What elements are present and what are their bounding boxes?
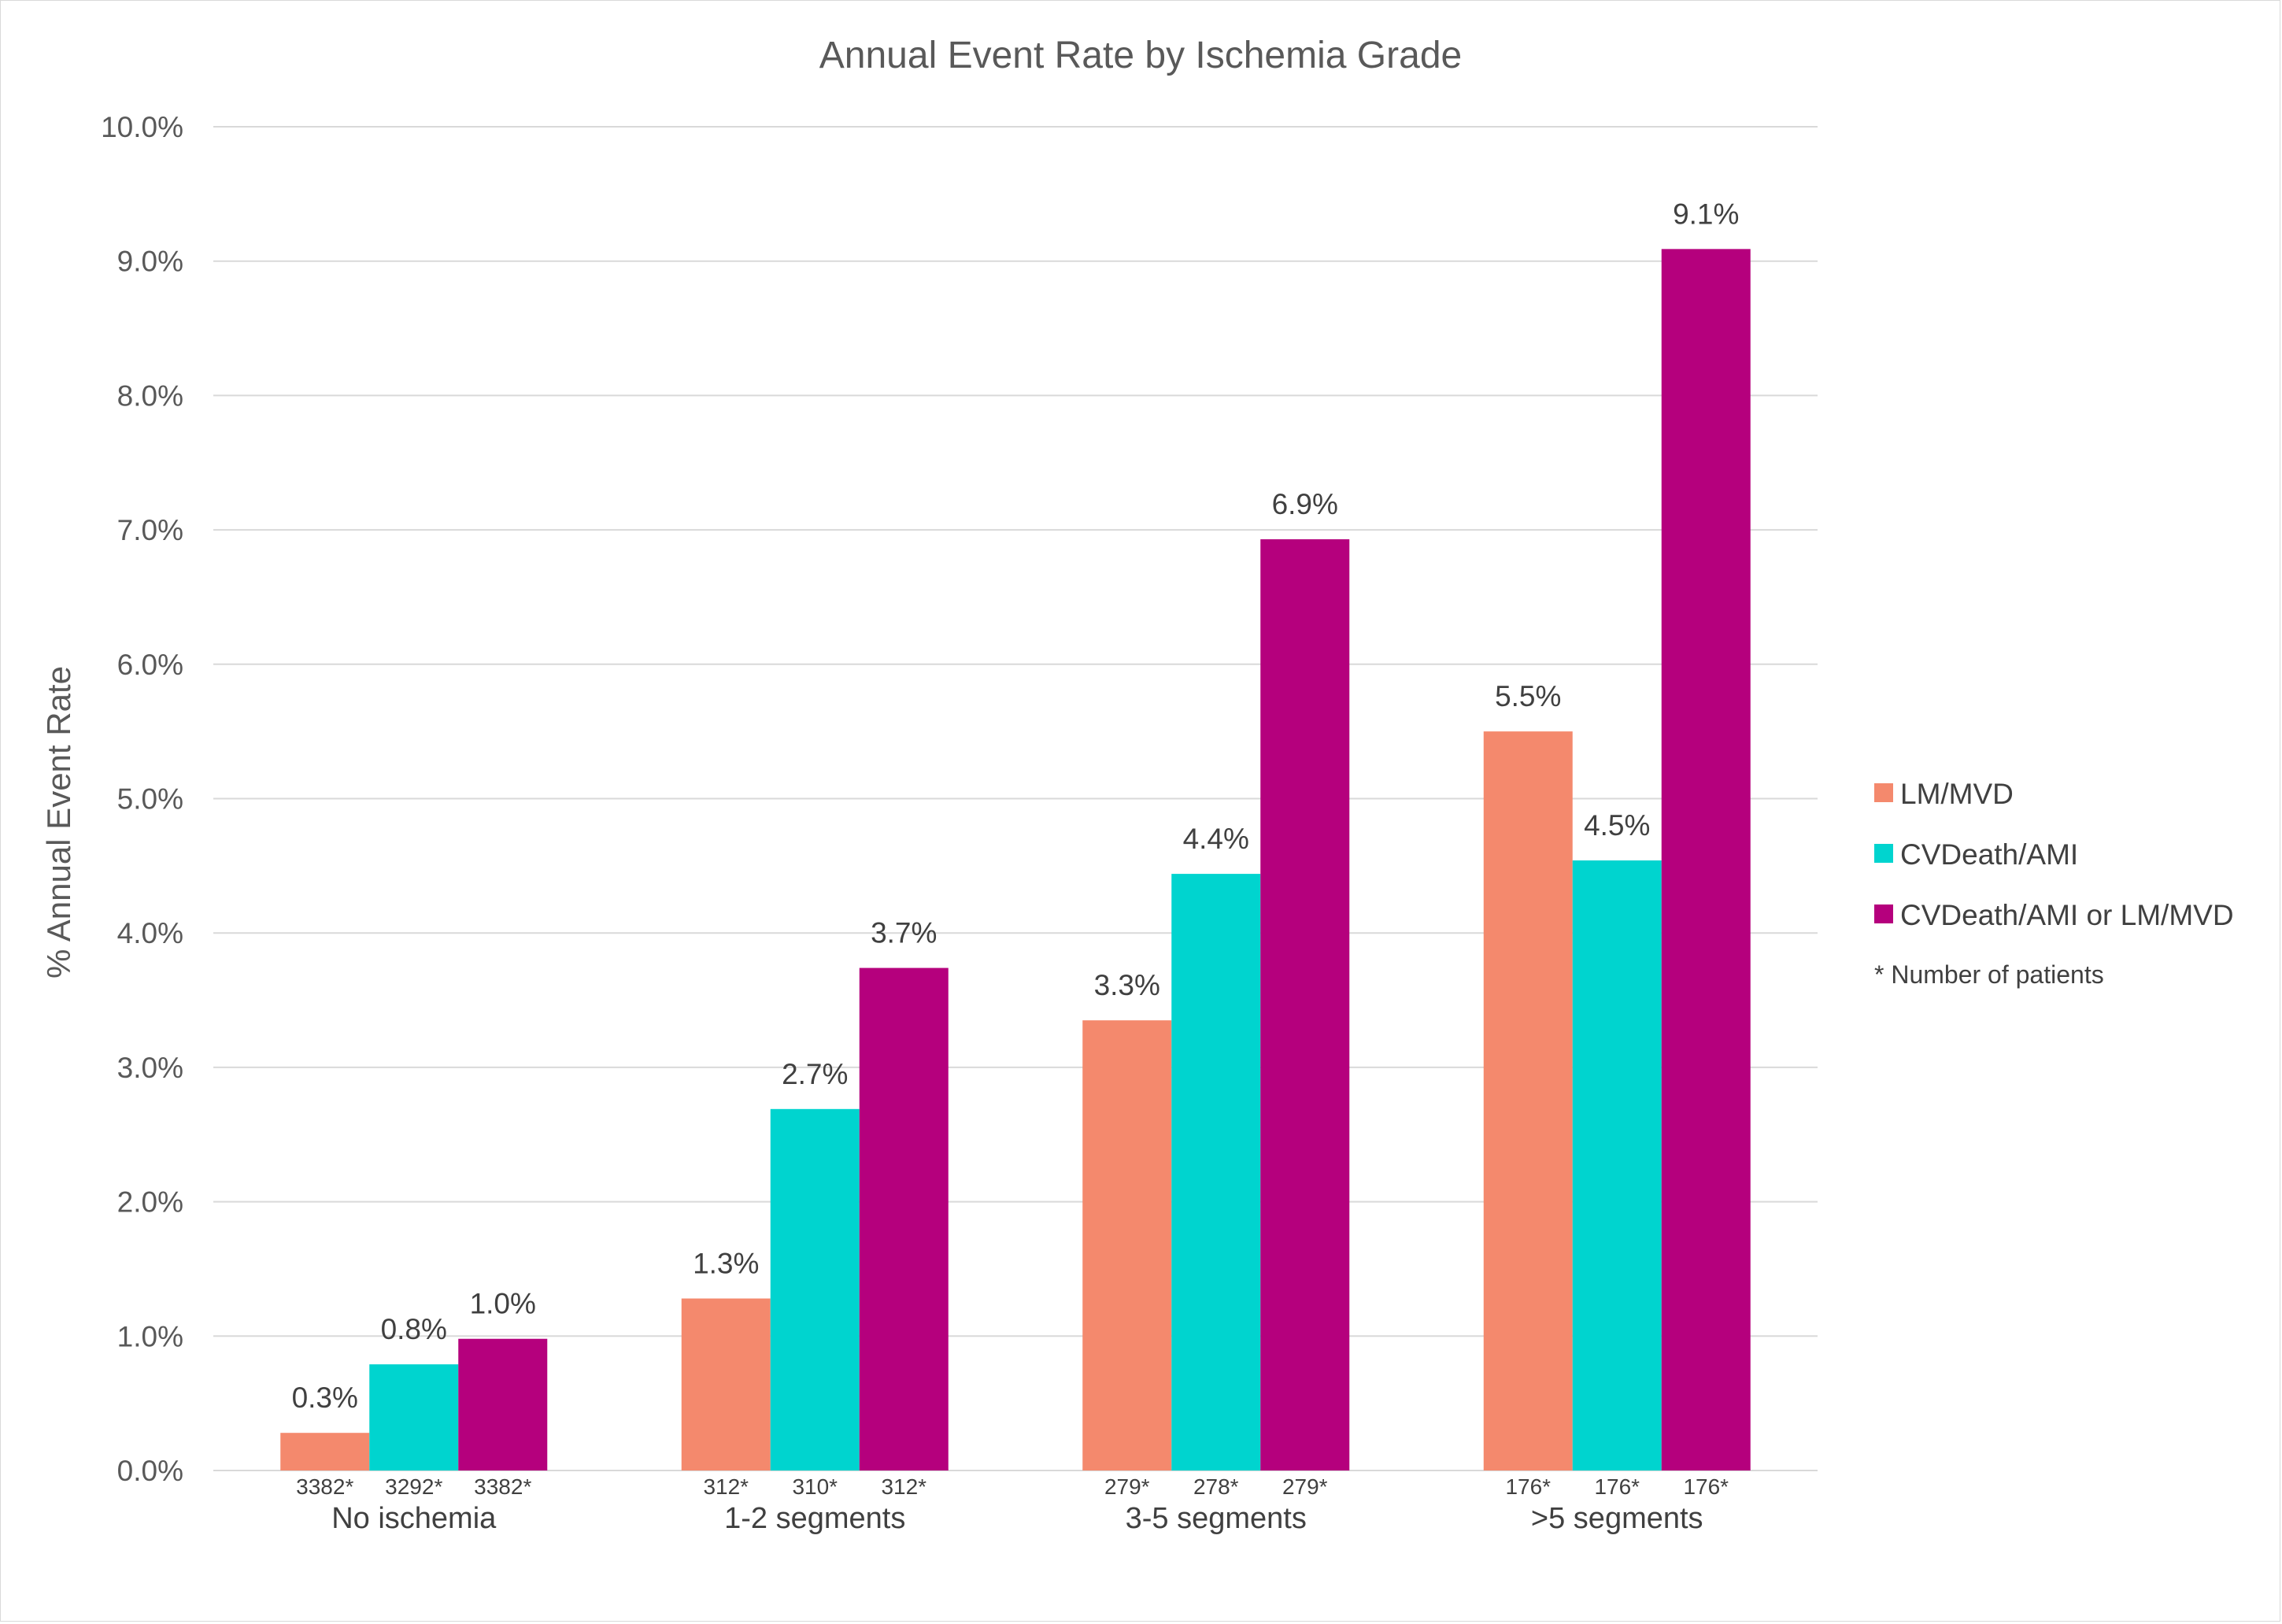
bar (1260, 539, 1350, 1470)
data-label: 1.3% (693, 1248, 759, 1280)
legend-swatch (1874, 844, 1893, 863)
patient-count-label: 3382* (296, 1474, 353, 1499)
data-label: 6.9% (1272, 488, 1338, 520)
data-label: 3.7% (871, 917, 937, 949)
legend-swatch (1874, 783, 1893, 802)
y-tick-label: 2.0% (117, 1186, 183, 1219)
data-label: 2.7% (782, 1058, 848, 1090)
bar (280, 1433, 370, 1470)
bar (369, 1364, 459, 1470)
data-label: 4.4% (1183, 823, 1249, 855)
patient-count-label: 176* (1594, 1474, 1640, 1499)
gridlines (213, 126, 1818, 1471)
y-tick-label: 3.0% (117, 1052, 183, 1084)
patient-count-label: 176* (1505, 1474, 1551, 1499)
bar (458, 1338, 548, 1470)
bar (859, 967, 949, 1470)
legend-entry-label: LM/MVD (1900, 778, 2014, 810)
patient-count-label: 176* (1683, 1474, 1729, 1499)
data-label: 0.3% (292, 1382, 358, 1414)
bar (1082, 1020, 1172, 1470)
data-labels: 0.3% 3382* 0.8% 3292* 1.0% 3382* 1.3% 312* 2.7% 3… (292, 198, 1740, 1499)
patient-count-label: 312* (881, 1474, 926, 1499)
patient-count-label: 310* (792, 1474, 838, 1499)
legend: LM/MVD CVDeath/AMI CVDeath/AMI or LM/MVD * … (1874, 778, 2234, 989)
y-tick-label: 9.0% (117, 246, 183, 278)
legend-entry-label: CVDeath/AMI or LM/MVD (1900, 899, 2234, 931)
y-tick-label: 7.0% (117, 514, 183, 546)
category-label: 3-5 segments (1126, 1502, 1307, 1535)
category-label: 1-2 segments (724, 1502, 905, 1535)
patient-count-label: 3292* (385, 1474, 442, 1499)
patient-count-label: 279* (1282, 1474, 1328, 1499)
legend-entry-label: CVDeath/AMI (1900, 838, 2078, 871)
legend-note: * Number of patients (1874, 960, 2104, 989)
data-label: 3.3% (1094, 969, 1160, 1001)
y-tick-label: 1.0% (117, 1320, 183, 1352)
y-tick-label: 4.0% (117, 917, 183, 949)
data-label: 5.5% (1495, 680, 1561, 712)
category-label: No ischemia (331, 1502, 497, 1535)
patient-count-label: 279* (1104, 1474, 1150, 1499)
y-axis-tick-labels: 0.0% 1.0% 2.0% 3.0% 4.0% 5.0% 6.0% 7.0% 8.0% 9.0%… (101, 111, 183, 1487)
patient-count-label: 312* (703, 1474, 749, 1499)
patient-count-label: 278* (1193, 1474, 1239, 1499)
bars (280, 249, 1751, 1470)
bar (1572, 860, 1662, 1470)
y-tick-label: 8.0% (117, 379, 183, 412)
y-tick-label: 10.0% (101, 111, 183, 143)
bar (1483, 731, 1573, 1470)
y-tick-label: 0.0% (117, 1455, 183, 1487)
data-label: 1.0% (470, 1288, 536, 1320)
patient-count-label: 3382* (474, 1474, 531, 1499)
data-label: 9.1% (1673, 198, 1739, 230)
bar (1171, 874, 1261, 1470)
bar (770, 1108, 860, 1470)
bar (1661, 249, 1751, 1470)
y-tick-label: 6.0% (117, 649, 183, 681)
x-axis-category-labels: No ischemia 1-2 segments 3-5 segments >5 se… (331, 1502, 1703, 1535)
data-label: 4.5% (1584, 809, 1650, 842)
category-label: >5 segments (1531, 1502, 1703, 1535)
legend-swatch (1874, 904, 1893, 923)
y-tick-label: 5.0% (117, 783, 183, 816)
bar (681, 1298, 771, 1470)
chart-title: Annual Event Rate by Ischemia Grade (819, 35, 1462, 76)
data-label: 0.8% (381, 1313, 447, 1345)
y-axis-label: % Annual Event Rate (40, 666, 77, 978)
